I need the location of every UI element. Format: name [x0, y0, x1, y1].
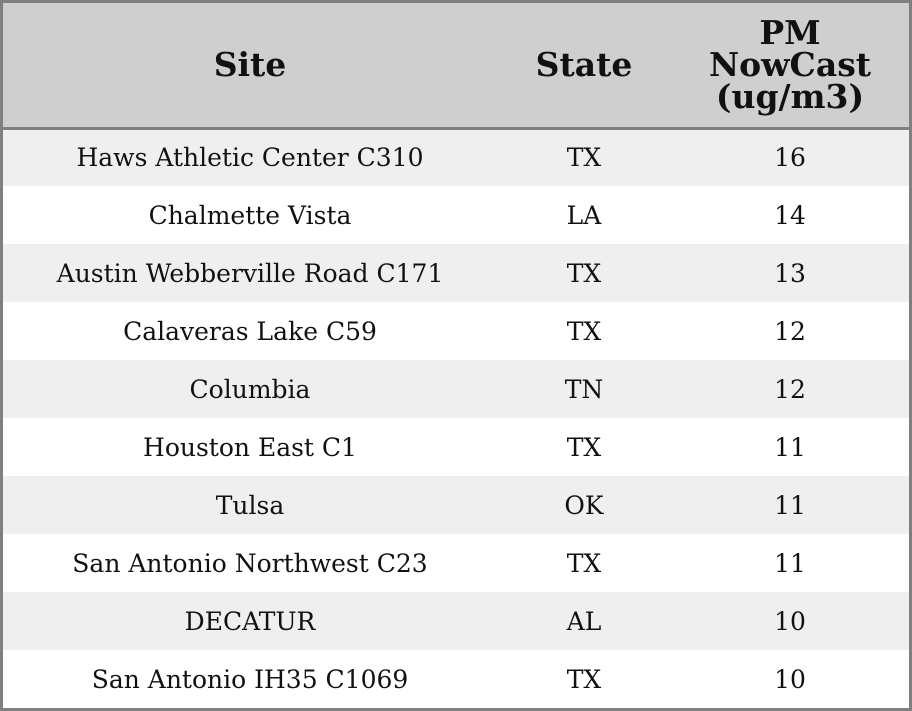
table-row: Austin Webberville Road C171 TX 13: [3, 244, 909, 302]
cell-pm-nowcast: 14: [774, 200, 806, 230]
cell-pm-nowcast: 10: [774, 606, 806, 636]
cell-pm-nowcast: 12: [774, 374, 806, 404]
header-pm-line-2: NowCast: [708, 44, 872, 84]
header-site-line: Site: [213, 44, 287, 84]
cell-pm-nowcast: 11: [774, 490, 806, 520]
table-row: Calaveras Lake C59 TX 12: [3, 302, 909, 360]
cell-pm-nowcast: 12: [774, 316, 806, 346]
cell-pm-nowcast: 13: [774, 258, 806, 288]
cell-site: Chalmette Vista: [148, 200, 352, 230]
table-row: San Antonio Northwest C23 TX 11: [3, 534, 909, 592]
cell-site: San Antonio Northwest C23: [72, 548, 428, 578]
header-pm-nowcast: PM NowCast (ug/m3): [671, 3, 909, 130]
table-body: Haws Athletic Center C310 TX 16 Chalmette V…: [3, 128, 909, 708]
cell-site: Columbia: [189, 374, 311, 404]
cell-site: Houston East C1: [143, 432, 357, 462]
cell-state: OK: [564, 490, 604, 520]
cell-state: TX: [566, 432, 602, 462]
cell-site: Haws Athletic Center C310: [76, 143, 424, 173]
table-row: Tulsa OK 11: [3, 476, 909, 534]
cell-state: TX: [566, 548, 602, 578]
cell-state: TX: [566, 143, 602, 173]
header-state: State: [497, 3, 671, 130]
table-row: Haws Athletic Center C310 TX 16: [3, 128, 909, 186]
table-row: Houston East C1 TX 11: [3, 418, 909, 476]
cell-pm-nowcast: 11: [774, 432, 806, 462]
cell-state: TX: [566, 664, 602, 694]
cell-site: Tulsa: [215, 490, 285, 520]
cell-site: DECATUR: [184, 606, 316, 636]
cell-pm-nowcast: 10: [774, 664, 806, 694]
cell-site: Calaveras Lake C59: [123, 316, 377, 346]
header-site: Site: [3, 3, 497, 130]
table-row: Chalmette Vista LA 14: [3, 186, 909, 244]
cell-pm-nowcast: 16: [774, 143, 806, 173]
pm-nowcast-table: Site State PM NowCast (ug/m3) Haws Athle…: [3, 3, 909, 708]
cell-state: TN: [564, 374, 604, 404]
table-header: Site State PM NowCast (ug/m3): [3, 3, 909, 130]
table-row: DECATUR AL 10: [3, 592, 909, 650]
cell-site: San Antonio IH35 C1069: [91, 664, 409, 694]
table-row: Columbia TN 12: [3, 360, 909, 418]
header-row: Site State PM NowCast (ug/m3): [3, 3, 909, 130]
cell-state: TX: [566, 258, 602, 288]
header-state-line: State: [535, 44, 633, 84]
table-row: San Antonio IH35 C1069 TX 10: [3, 650, 909, 708]
cell-state: LA: [566, 200, 602, 230]
cell-state: AL: [566, 606, 602, 636]
cell-state: TX: [566, 316, 602, 346]
cell-site: Austin Webberville Road C171: [56, 258, 444, 288]
cell-pm-nowcast: 11: [774, 548, 806, 578]
header-pm-line-1: PM: [759, 12, 821, 52]
header-pm-line-3: (ug/m3): [715, 76, 865, 116]
